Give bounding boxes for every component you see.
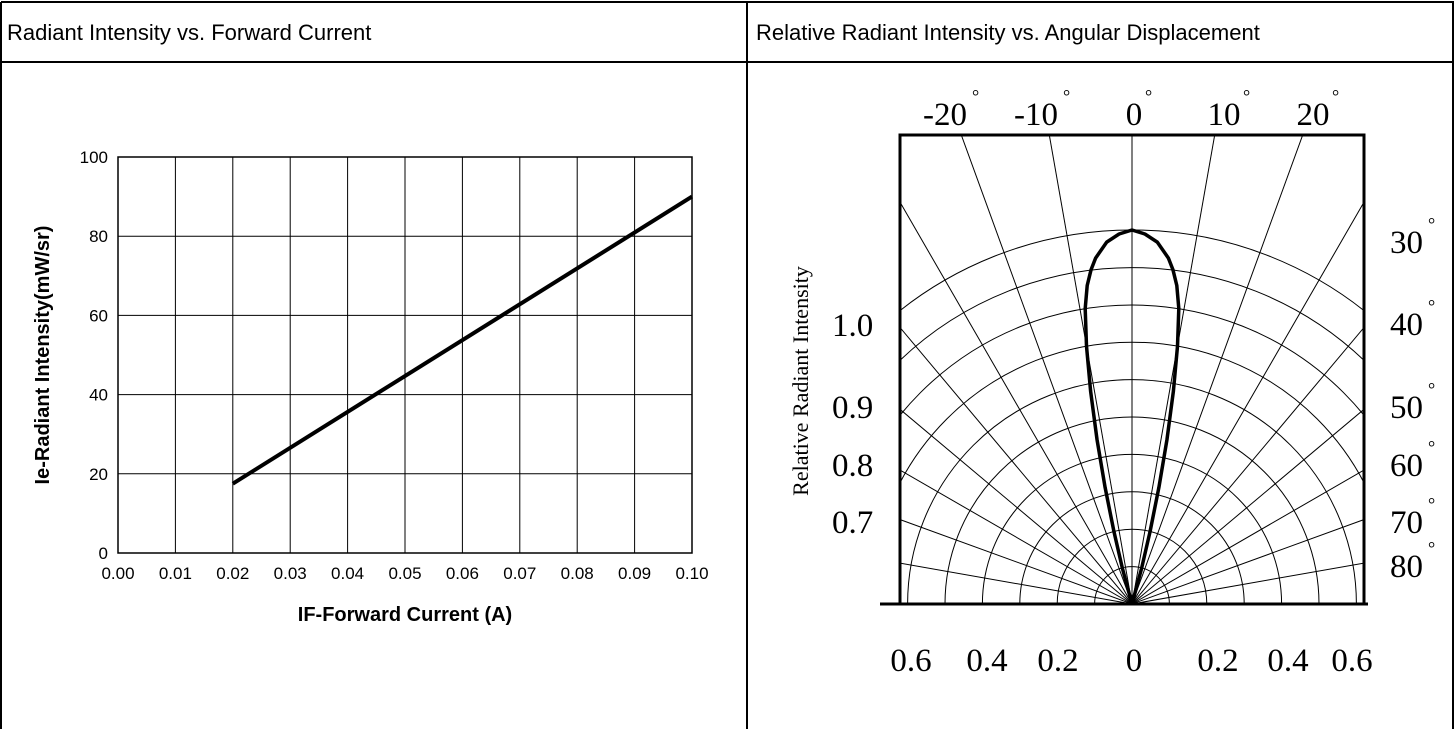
y-tick-label: 100 [80,148,108,167]
polar-spoke [960,135,1133,604]
radial-value-label: 0.7 [832,505,873,541]
degree-mark: ° [1428,379,1435,399]
degree-mark: ° [1428,296,1435,316]
polar-spoke [1131,469,1364,604]
polar-spoke [1131,326,1364,604]
top-angle-label: -10 [1014,97,1058,133]
x-tick-label: 0.09 [618,564,651,583]
series-line [231,194,694,486]
polar-spoke [900,201,1133,604]
polar-spoke [1131,562,1364,604]
emission-pattern-curve [1083,228,1181,605]
polar-spoke [1131,135,1304,604]
forward-current-chart: 0.00 0.01 0.02 0.03 0.04 0.05 0.06 0.07 0.08 0.09… [32,148,709,626]
right-angle-label: 30 [1390,225,1423,261]
polar-spoke [1131,135,1216,604]
angular-displacement-chart: -20°-10°0°10°20°30°40°50°60°70°80°1.00.9… [788,86,1435,679]
x-tick-label: 0.00 [101,564,134,583]
x-tick-label: 0.05 [388,564,421,583]
degree-mark: ° [1428,538,1435,558]
polar-grid [900,135,1364,604]
polar-ring [900,266,1364,361]
x-axis-label: IF-Forward Current (A) [298,604,512,626]
x-tick-label: 0.02 [216,564,249,583]
degree-mark: ° [1332,86,1339,106]
degree-mark: ° [1428,214,1435,234]
bottom-scale-label: 0.6 [1331,643,1372,679]
top-angle-label: 10 [1208,97,1241,133]
polar-spoke [1131,201,1364,604]
bottom-scale-label: 0 [1126,643,1143,679]
radial-value-label: 0.9 [832,390,873,426]
degree-mark: ° [1145,86,1152,106]
y-tick-label: 60 [89,306,108,325]
bottom-scale-label: 0.4 [1267,643,1308,679]
polar-spoke [900,562,1133,604]
plot-border [117,156,693,554]
polar-spoke [1131,408,1364,604]
x-tick-label: 0.08 [561,564,594,583]
bottom-scale-label: 0.4 [966,643,1007,679]
bottom-scale-label: 0.2 [1037,643,1078,679]
x-tick-label: 0.04 [331,564,364,583]
polar-box-border [898,133,1366,604]
polar-spoke [900,469,1133,604]
bottom-scale-label: 0.2 [1197,643,1238,679]
x-tick-label: 0.03 [274,564,307,583]
y-tick-label: 0 [99,544,108,563]
right-angle-label: 50 [1390,390,1423,426]
polar-spoke [1131,519,1364,604]
degree-mark: ° [1428,494,1435,514]
degree-mark: ° [1243,86,1250,106]
y-tick-label: 80 [89,227,108,246]
left-panel-title: Radiant Intensity vs. Forward Current [7,20,372,45]
top-angle-label: -20 [923,97,967,133]
bottom-scale-label: 0.6 [890,643,931,679]
polar-spoke [1048,135,1133,604]
top-angle-label: 20 [1297,97,1330,133]
y-tick-label: 40 [89,386,108,405]
radial-value-label: 0.8 [832,448,873,484]
y-tick-label: 20 [89,465,108,484]
x-tick-label: 0.01 [159,564,192,583]
polar-spoke [900,408,1133,604]
degree-mark: ° [1063,86,1070,106]
polar-spoke [900,326,1133,604]
right-panel-title: Relative Radiant Intensity vs. Angular D… [756,20,1260,45]
x-tick-label: 0.07 [503,564,536,583]
top-angle-label: 0 [1126,97,1143,133]
degree-mark: ° [972,86,979,106]
polar-spoke [900,519,1133,604]
radial-value-label: 1.0 [832,308,873,344]
right-angle-label: 70 [1390,505,1423,541]
right-angle-label: 40 [1390,307,1423,343]
degree-mark: ° [1428,437,1435,457]
x-tick-label: 0.10 [675,564,708,583]
x-tick-label: 0.06 [446,564,479,583]
polar-y-axis-label: Relative Radiant Intensity [788,266,813,496]
right-angle-label: 80 [1390,549,1423,585]
y-axis-label: Ie-Radiant Intensity(mW/sr) [32,226,54,485]
right-angle-label: 60 [1390,448,1423,484]
